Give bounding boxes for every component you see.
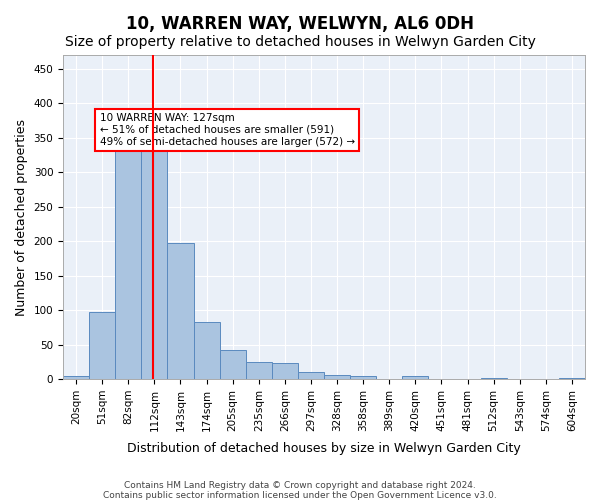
Bar <box>481 378 507 379</box>
Bar <box>115 144 142 379</box>
Bar <box>63 376 89 379</box>
Text: Contains public sector information licensed under the Open Government Licence v3: Contains public sector information licen… <box>103 491 497 500</box>
Text: 10 WARREN WAY: 127sqm
← 51% of detached houses are smaller (591)
49% of semi-det: 10 WARREN WAY: 127sqm ← 51% of detached … <box>100 114 355 146</box>
Bar <box>298 372 324 379</box>
Bar <box>324 375 350 379</box>
Bar <box>167 243 194 379</box>
Bar <box>194 322 220 379</box>
Bar <box>246 362 272 379</box>
Bar <box>220 350 246 379</box>
Bar <box>350 376 376 379</box>
Text: 10, WARREN WAY, WELWYN, AL6 0DH: 10, WARREN WAY, WELWYN, AL6 0DH <box>126 15 474 33</box>
Bar <box>142 146 167 379</box>
X-axis label: Distribution of detached houses by size in Welwyn Garden City: Distribution of detached houses by size … <box>127 442 521 455</box>
Bar <box>272 363 298 379</box>
Bar <box>89 312 115 379</box>
Bar <box>559 378 585 379</box>
Text: Contains HM Land Registry data © Crown copyright and database right 2024.: Contains HM Land Registry data © Crown c… <box>124 481 476 490</box>
Y-axis label: Number of detached properties: Number of detached properties <box>15 118 28 316</box>
Text: Size of property relative to detached houses in Welwyn Garden City: Size of property relative to detached ho… <box>65 35 535 49</box>
Bar <box>403 376 428 379</box>
